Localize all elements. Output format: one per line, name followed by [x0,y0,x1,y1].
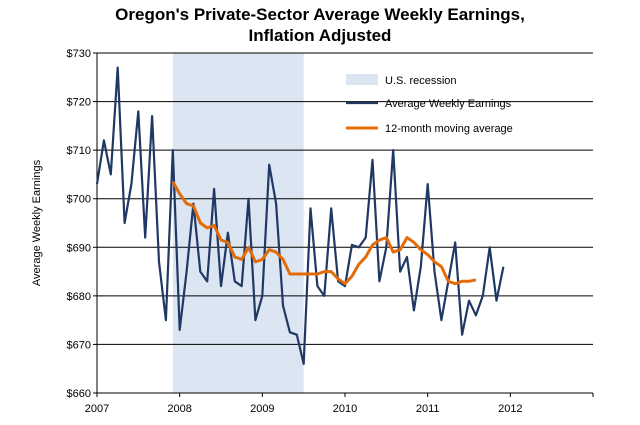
y-tick-label: $690 [67,242,91,254]
legend: U.S. recession Average Weekly Earnings 1… [346,74,513,135]
x-tick-label: 2008 [167,403,191,415]
y-axis-label: Average Weekly Earnings [31,159,43,286]
gridlines [97,52,593,345]
x-tick-label: 2011 [416,403,440,415]
y-axis-ticks: $660 $670 $680 $690 $700 $710 $720 $730 [67,48,97,400]
y-tick-label: $710 [67,145,91,157]
y-tick-label: $680 [67,291,91,303]
x-tick-label: 2012 [498,403,522,415]
x-axis-ticks: 2007 2008 2009 2010 2011 2012 [85,393,594,415]
legend-label-moving-average: 12-month moving average [385,123,513,135]
x-tick-label: 2010 [333,403,357,415]
series-line-12-month-moving-average [171,180,477,286]
legend-label-average-weekly-earnings: Average Weekly Earnings [385,98,512,110]
x-tick-label: 2009 [250,403,274,415]
y-tick-label: $670 [67,339,91,351]
legend-label-recession: U.S. recession [385,75,457,87]
axes [96,53,593,394]
chart-title-line1: Oregon's Private-Sector Average Weekly E… [115,5,525,24]
legend-swatch-recession [346,74,378,85]
x-tick-label: 2007 [85,403,109,415]
y-tick-label: $720 [67,97,91,109]
y-tick-label: $700 [67,194,91,206]
y-tick-label: $660 [67,388,91,400]
chart-title-line2: Inflation Adjusted [248,26,392,45]
y-tick-label: $730 [67,48,91,60]
series-line-average-weekly-earnings [95,66,505,365]
